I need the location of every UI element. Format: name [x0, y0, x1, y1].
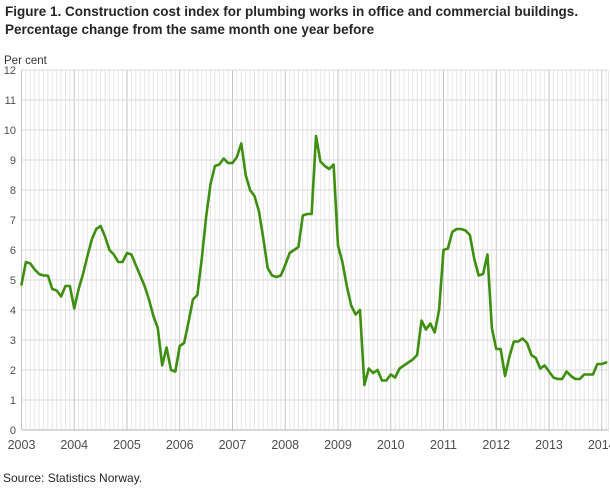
- x-tick-label: 2010: [377, 438, 405, 452]
- y-tick-label: 3: [10, 335, 16, 347]
- y-tick-label: 11: [5, 95, 16, 107]
- chart-title: Figure 1. Construction cost index for pl…: [5, 4, 579, 37]
- y-tick-label: 5: [10, 275, 16, 287]
- y-axis-unit-label: Per cent: [4, 55, 47, 67]
- x-tick-label: 2006: [166, 438, 194, 452]
- x-tick-label: 2011: [430, 438, 457, 452]
- y-tick-label: 2: [10, 365, 16, 377]
- series-line: [20, 134, 608, 387]
- y-tick-label: 8: [10, 185, 16, 197]
- x-tick-label: 2003: [8, 438, 36, 452]
- x-tick-label: 2008: [271, 438, 299, 452]
- y-tick-label: 9: [10, 155, 16, 167]
- x-tick-label: 2009: [324, 438, 352, 452]
- y-tick-label: 4: [10, 305, 16, 317]
- y-tick-label: 7: [10, 215, 16, 227]
- y-tick-label: 10: [4, 125, 16, 137]
- x-tick-label: 2013: [535, 438, 563, 452]
- source-note: Source: Statistics Norway.: [3, 471, 143, 485]
- x-tick-label: 2012: [482, 438, 510, 452]
- y-tick-label: 6: [10, 245, 16, 257]
- y-tick-label: 1: [10, 395, 16, 407]
- x-tick-label: 2004: [60, 438, 88, 452]
- y-tick-label: 12: [4, 65, 16, 77]
- x-tick-label: 2007: [219, 438, 247, 452]
- y-tick-label: 0: [10, 425, 16, 437]
- x-tick-label: 2014: [588, 438, 610, 452]
- x-tick-label: 2005: [113, 438, 141, 452]
